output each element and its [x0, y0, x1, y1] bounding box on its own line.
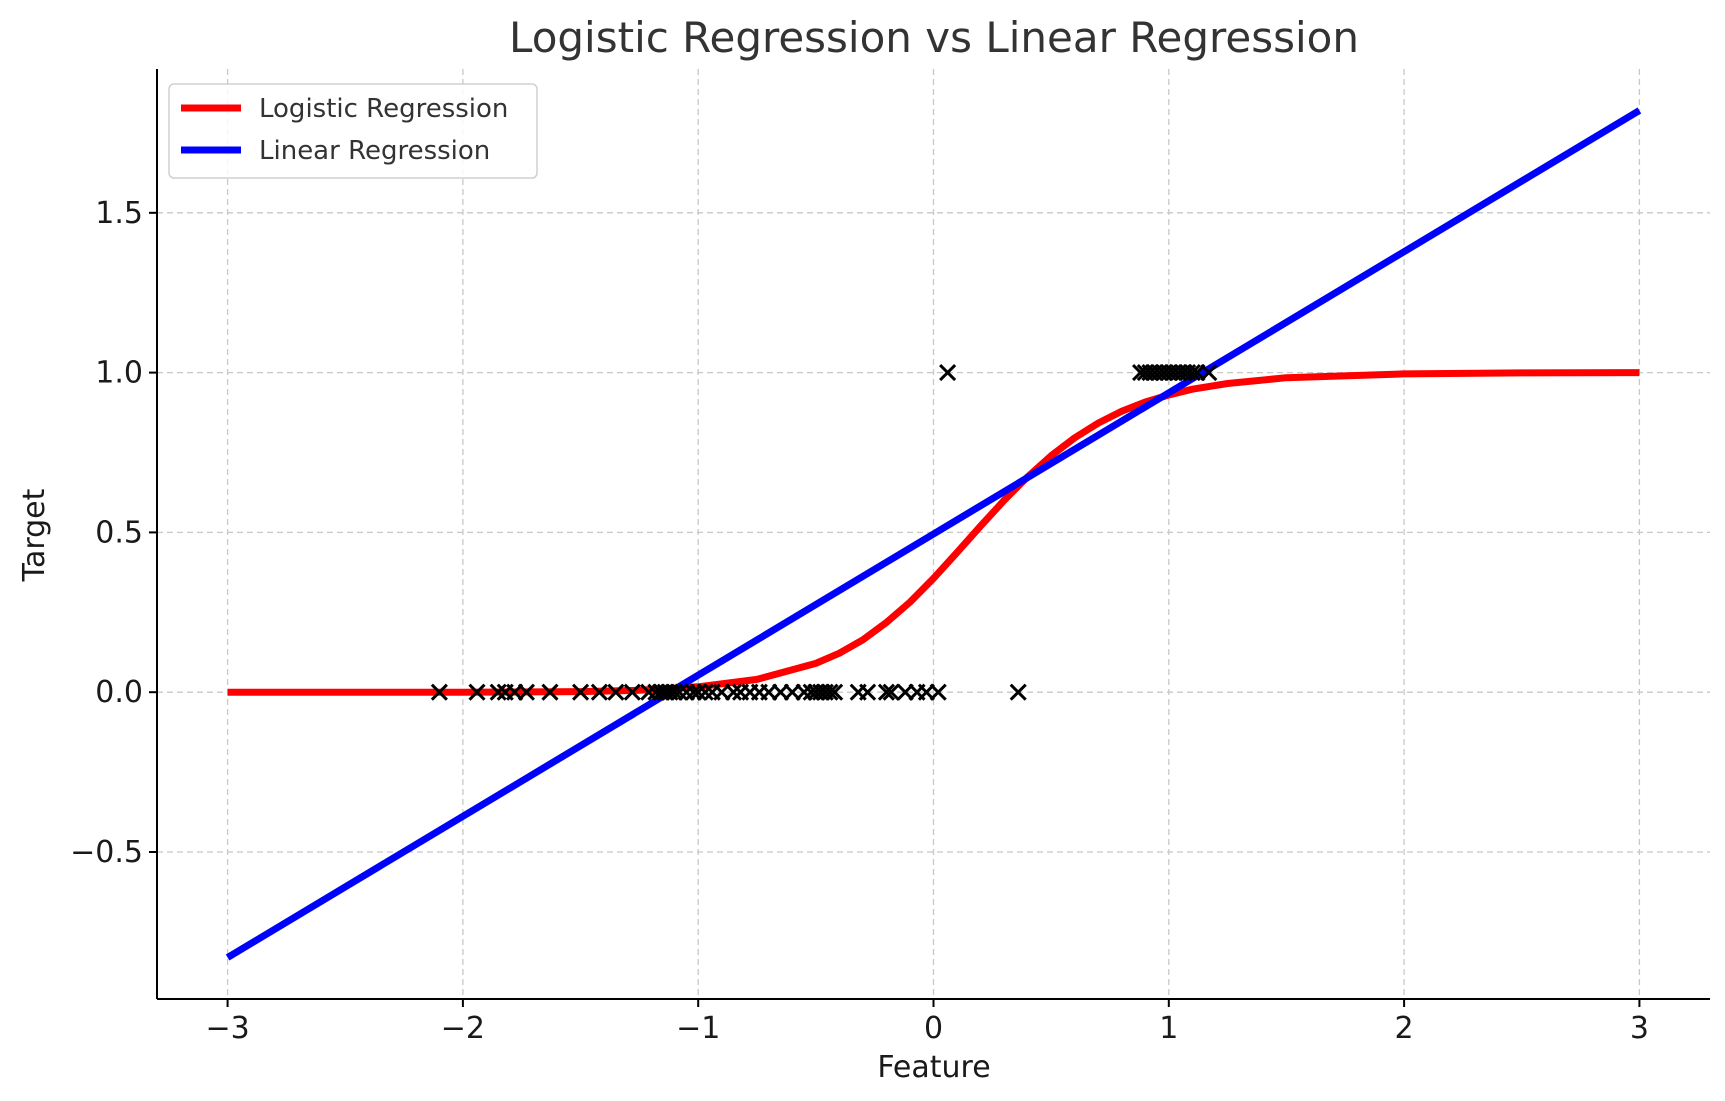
- data-point-stroke: [939, 364, 957, 382]
- data-point-stroke: [489, 683, 507, 701]
- data-point-stroke: [670, 683, 688, 701]
- data-point-stroke: [541, 683, 559, 701]
- legend-label: Linear Regression: [259, 136, 490, 166]
- legend: Logistic Regression Linear Regression: [168, 83, 538, 179]
- data-point: [724, 683, 743, 701]
- data-point-stroke: [517, 683, 535, 701]
- chart-title: Logistic Regression vs Linear Regression: [509, 13, 1359, 62]
- data-point: [1183, 364, 1201, 382]
- data-point: [882, 683, 900, 701]
- x-tick-label: −2: [441, 1011, 485, 1046]
- data-point: [489, 683, 507, 701]
- data-point: [859, 683, 877, 701]
- data-point: [468, 683, 486, 701]
- data-point: [1200, 364, 1218, 382]
- data-point-stroke: [1183, 364, 1201, 382]
- axes: [149, 69, 1710, 1007]
- y-tick-label: 0.5: [95, 515, 143, 550]
- data-point-stroke: [590, 683, 608, 701]
- data-point: [670, 683, 688, 701]
- data-point-stroke: [724, 683, 743, 701]
- data-point: [877, 683, 896, 701]
- data-point-stroke: [877, 683, 896, 701]
- data-point-stroke: [929, 683, 947, 701]
- x-tick-label: 1: [1159, 1011, 1178, 1046]
- data-point: [623, 683, 641, 701]
- x-tick-label: −1: [676, 1011, 720, 1046]
- data-point-stroke: [859, 683, 877, 701]
- x-axis-title: Feature: [877, 1050, 990, 1085]
- data-point-stroke: [1200, 364, 1218, 382]
- x-tick-label: 3: [1630, 1011, 1649, 1046]
- data-point-stroke: [821, 683, 839, 701]
- data-point: [821, 683, 839, 701]
- data-point-stroke: [607, 683, 625, 701]
- plot-area: [225, 107, 1642, 961]
- y-tick-label: 1.5: [95, 196, 143, 231]
- y-tick-label: 1.0: [95, 356, 143, 391]
- tick-labels: −3 −2 −1 0 1 2 3 −0.5 0.0 0.5 1.0 1.5: [70, 196, 1649, 1046]
- data-point-stroke: [571, 683, 590, 701]
- data-point-stroke: [696, 683, 714, 701]
- x-tick-label: 2: [1395, 1011, 1414, 1046]
- data-point: [929, 683, 947, 701]
- data-point: [1009, 683, 1027, 701]
- data-point-stroke: [623, 683, 641, 701]
- x-tick-label: 0: [924, 1011, 943, 1046]
- legend-box: [168, 83, 538, 179]
- data-point: [826, 683, 844, 701]
- y-tick-label: −0.5: [70, 835, 143, 870]
- data-point: [541, 683, 559, 701]
- data-point: [607, 683, 625, 701]
- x-tick-label: −3: [205, 1011, 249, 1046]
- legend-label: Logistic Regression: [259, 94, 508, 124]
- data-point: [430, 683, 448, 701]
- data-point: [689, 683, 707, 701]
- y-tick-label: 0.0: [95, 675, 143, 710]
- data-point-stroke: [689, 683, 707, 701]
- y-axis-title: Target: [17, 488, 52, 582]
- data-point-stroke: [882, 683, 900, 701]
- data-point: [517, 683, 535, 701]
- data-point-stroke: [826, 683, 844, 701]
- data-point-stroke: [430, 683, 448, 701]
- data-point-stroke: [468, 683, 486, 701]
- data-point: [939, 364, 957, 382]
- data-point: [590, 683, 608, 701]
- data-point: [696, 683, 714, 701]
- series-line-linear-regression: [225, 107, 1642, 961]
- data-point-stroke: [1009, 683, 1027, 701]
- data-point: [571, 683, 590, 701]
